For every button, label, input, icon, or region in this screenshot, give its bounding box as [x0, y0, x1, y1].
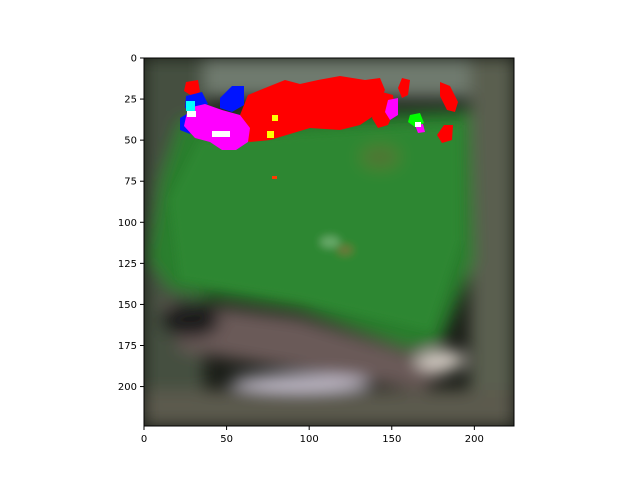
segment-red-right-4: [437, 125, 453, 143]
segment-white-2: [212, 131, 230, 137]
x-tick-label: 150: [382, 434, 401, 445]
segment-cyan: [186, 101, 195, 111]
axes-frame: [143, 57, 515, 427]
y-tick-label: 0: [131, 54, 137, 65]
y-tick-label: 175: [118, 341, 137, 352]
x-tick-label: 0: [141, 434, 147, 445]
segment-white-1: [187, 111, 196, 117]
y-tick-label: 100: [118, 218, 137, 229]
segmentation-overlay: [180, 76, 458, 179]
y-tick-label: 25: [124, 95, 137, 106]
segment-red-right-2: [398, 78, 410, 98]
x-tick-label: 100: [300, 434, 319, 445]
image-panel: [144, 58, 514, 426]
y-axis: 0 25 50 75 100 125 150 175 200: [118, 54, 144, 393]
segment-red-right-3: [440, 82, 458, 112]
y-tick-label: 50: [124, 136, 137, 147]
segment-red-large: [238, 76, 385, 142]
y-tick-label: 125: [118, 259, 137, 270]
x-axis: 0 50 100 150 200: [141, 426, 484, 445]
segment-orange-dot: [272, 176, 277, 179]
field-detail: [170, 125, 460, 330]
segment-yellow-1: [272, 115, 278, 121]
y-tick-label: 200: [118, 382, 137, 393]
segment-red-left: [184, 80, 200, 96]
segment-magenta-right: [385, 98, 398, 120]
x-tick-label: 200: [465, 434, 484, 445]
segment-magenta-main: [184, 104, 250, 150]
segment-blue-2: [220, 86, 244, 112]
segment-white-3: [415, 122, 421, 127]
y-tick-label: 150: [118, 300, 137, 311]
segment-yellow-2: [267, 131, 274, 138]
y-tick-label: 75: [124, 177, 137, 188]
x-tick-label: 50: [220, 434, 233, 445]
